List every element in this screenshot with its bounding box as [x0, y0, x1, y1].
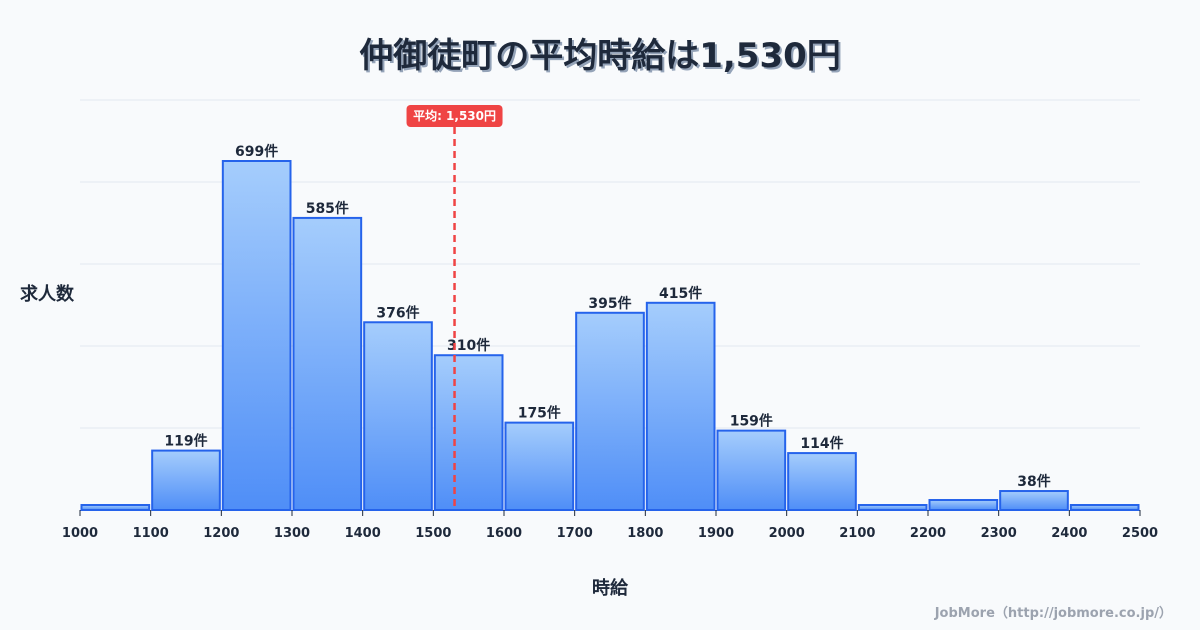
- x-tick-label: 2400: [1051, 526, 1087, 541]
- x-tick-label: 1000: [62, 526, 98, 541]
- bar-value-label: 415件: [659, 285, 702, 302]
- x-axis: 1000 1100 1200 1300 1400 1500 1600 1700 1800 1900…: [62, 510, 1158, 541]
- x-tick-label: 1800: [627, 526, 663, 541]
- x-tick-label: 2000: [769, 526, 805, 541]
- x-tick-label: 1700: [557, 526, 593, 541]
- bar-value-label: 114件: [800, 435, 843, 452]
- histogram-bar: [504, 421, 575, 512]
- x-tick-label: 1200: [203, 526, 239, 541]
- x-tick-label: 1300: [274, 526, 310, 541]
- x-tick-label: 1500: [415, 526, 451, 541]
- histogram-bar: [716, 429, 787, 512]
- x-tick-label: 2500: [1122, 526, 1158, 541]
- histogram-bar: [80, 504, 151, 511]
- bar-value-label: 159件: [730, 413, 773, 430]
- x-tick-label: 1900: [698, 526, 734, 541]
- bar-value-label: 376件: [376, 304, 419, 321]
- x-tick-label: 2300: [981, 526, 1017, 541]
- x-tick-label: 1100: [133, 526, 169, 541]
- bar-value-label: 585件: [306, 200, 349, 217]
- page-title: 仲御徒町の平均時給は1,530円: [359, 36, 841, 76]
- bar-value-label: 395件: [588, 295, 631, 312]
- histogram-bar: [363, 321, 433, 511]
- x-tick-label: 1400: [345, 526, 381, 541]
- histogram-bar: [787, 452, 857, 511]
- histogram-bar: [575, 311, 645, 511]
- histogram-bar: [1069, 504, 1140, 511]
- histogram-bar: [151, 449, 221, 511]
- average-badge: 平均: 1,530円: [406, 105, 503, 127]
- bar-value-label: 119件: [164, 433, 207, 450]
- x-tick-label: 2100: [839, 526, 875, 541]
- x-tick-label: 2200: [910, 526, 946, 541]
- bar-value-label: 699件: [235, 143, 278, 160]
- bar-value-label: 175件: [518, 405, 561, 422]
- x-tick-label: 1600: [486, 526, 522, 541]
- histogram-bar: [221, 160, 292, 511]
- bar-value-label: 38件: [1017, 473, 1050, 490]
- histogram-bar: [857, 504, 928, 511]
- y-axis-label: 求人数: [20, 284, 74, 305]
- histogram-bar: [292, 216, 363, 511]
- credit-text: JobMore（http://jobmore.co.jp/）: [934, 606, 1172, 621]
- x-axis-label: 時給: [592, 578, 628, 599]
- histogram-bar: [928, 499, 999, 512]
- histogram-bar: [645, 301, 716, 511]
- bars: 119件 699件 585件 376件 310件 175件 395件 415件 159件 114件…: [80, 143, 1140, 512]
- histogram-bar: [433, 354, 504, 511]
- bar-value-label: 310件: [447, 337, 490, 354]
- histogram-bar: [999, 490, 1069, 512]
